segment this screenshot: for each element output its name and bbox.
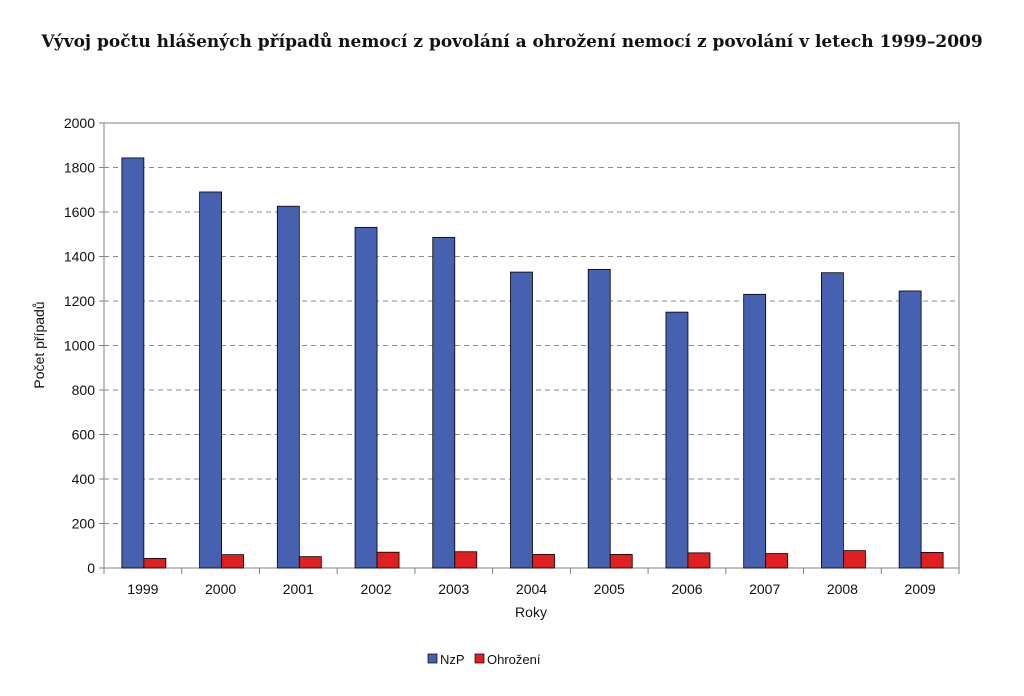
y-tick-label: 1600 bbox=[64, 204, 95, 220]
bar-ohrozeni bbox=[221, 554, 244, 569]
bar-ohrozeni bbox=[298, 556, 322, 569]
bar-nzp bbox=[276, 205, 300, 569]
bar-nzp bbox=[199, 191, 222, 569]
bar-nzp bbox=[587, 269, 611, 569]
x-tick-label: 2007 bbox=[749, 581, 780, 597]
x-tick-label: 2008 bbox=[827, 581, 858, 597]
bar-ohrozeni bbox=[143, 558, 167, 569]
y-tick-label: 2000 bbox=[64, 115, 95, 131]
x-tick-label: 2004 bbox=[516, 581, 547, 597]
bar-nzp bbox=[898, 290, 922, 569]
bar-nzp bbox=[354, 226, 378, 569]
x-tick-label: 2000 bbox=[205, 581, 236, 597]
x-tick-label: 2003 bbox=[438, 581, 469, 597]
bar-ohrozeni bbox=[765, 553, 789, 569]
x-tick-label: 2002 bbox=[360, 581, 391, 597]
bar-nzp bbox=[510, 271, 533, 569]
bar-nzp bbox=[121, 157, 145, 569]
legend-swatch bbox=[427, 653, 438, 664]
bar-ohrozeni bbox=[454, 551, 478, 569]
x-tick-label: 1999 bbox=[127, 581, 158, 597]
bar-ohrozeni bbox=[843, 550, 866, 569]
bar-nzp bbox=[743, 293, 767, 569]
legend-swatch bbox=[474, 653, 485, 664]
axes: 0 200 400 600 800 1000 1200 1400 1600 1800 2000 199… bbox=[64, 115, 960, 597]
x-tick-label: 2005 bbox=[594, 581, 625, 597]
y-tick-label: 1800 bbox=[64, 160, 95, 176]
bar-ohrozeni bbox=[920, 552, 944, 569]
legend-label: NzP bbox=[440, 652, 465, 667]
bars bbox=[121, 157, 944, 569]
y-axis-label: Počet případů bbox=[31, 301, 47, 388]
x-tick-label: 2006 bbox=[671, 581, 702, 597]
bar-nzp bbox=[821, 272, 844, 569]
chart-title: Vývoj počtu hlášených případů nemocí z p… bbox=[41, 32, 983, 52]
bar-nzp bbox=[432, 236, 456, 569]
bar-nzp bbox=[665, 311, 689, 569]
y-tick-label: 800 bbox=[72, 382, 96, 398]
x-tick-label: 2009 bbox=[905, 581, 936, 597]
bar-ohrozeni bbox=[532, 554, 555, 569]
y-tick-label: 1000 bbox=[64, 338, 95, 354]
bar-ohrozeni bbox=[687, 552, 711, 569]
bar-ohrozeni bbox=[609, 554, 633, 569]
legend: NzP Ohrožení bbox=[427, 652, 541, 667]
x-axis-label: Roky bbox=[515, 604, 547, 620]
y-tick-label: 1200 bbox=[64, 293, 95, 309]
bar-ohrozeni bbox=[376, 551, 400, 569]
y-tick-label: 400 bbox=[72, 471, 96, 487]
x-tick-label: 2001 bbox=[283, 581, 314, 597]
legend-label: Ohrožení bbox=[487, 652, 541, 667]
y-tick-label: 0 bbox=[87, 560, 95, 576]
y-tick-label: 600 bbox=[72, 427, 96, 443]
y-tick-label: 200 bbox=[72, 516, 96, 532]
y-tick-label: 1400 bbox=[64, 249, 95, 265]
